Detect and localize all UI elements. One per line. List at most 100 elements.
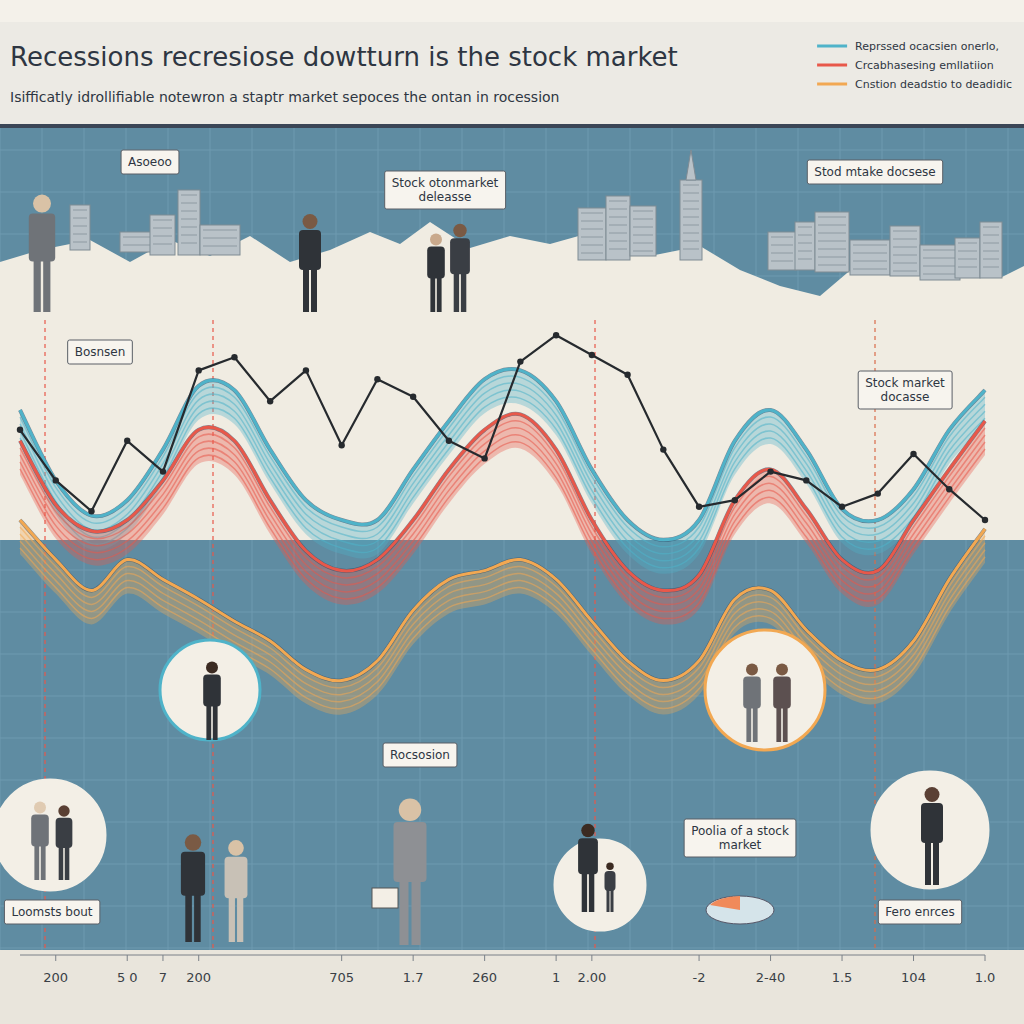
person-leg: [34, 254, 41, 312]
series-point: [875, 490, 881, 496]
building-window: [683, 201, 699, 202]
series-point: [553, 332, 559, 338]
building-window: [771, 261, 793, 262]
series-point: [839, 504, 845, 510]
series-point: [803, 477, 809, 483]
building-window: [983, 243, 999, 244]
person: [605, 863, 616, 913]
x-tick-label: 1.0: [975, 970, 996, 985]
person: [31, 801, 49, 880]
series-line: [20, 369, 985, 540]
building-window: [983, 227, 999, 228]
person-head: [581, 824, 595, 838]
building: [630, 206, 656, 256]
x-tick-label: 2.00: [577, 970, 606, 985]
person-leg: [206, 702, 211, 740]
building-window: [153, 236, 172, 237]
building-window: [818, 241, 846, 242]
series-point: [696, 504, 702, 510]
building-window: [683, 185, 699, 186]
annotation-text: Stock otonmarketdeleasse: [392, 176, 499, 204]
annotation-box: [68, 340, 133, 364]
annotation: Stock otonmarketdeleasse: [385, 171, 506, 209]
person-leg: [925, 837, 931, 885]
series-point: [517, 358, 523, 364]
building: [920, 245, 960, 280]
person: [773, 663, 791, 742]
building-window: [771, 253, 793, 254]
series-point: [303, 367, 309, 373]
series-point: [88, 508, 94, 514]
building-window: [153, 220, 172, 221]
annotation-line: market: [719, 838, 762, 852]
building-window: [893, 247, 917, 248]
person: [427, 233, 445, 312]
person: [181, 834, 205, 942]
disc: [706, 896, 774, 924]
building-window: [853, 269, 887, 270]
building-window: [893, 231, 917, 232]
x-tick: [484, 955, 485, 961]
person-leg: [237, 892, 243, 942]
bg-grid-line: [0, 654, 1024, 655]
series-0: [20, 369, 985, 574]
x-tick: [162, 955, 163, 961]
building-window: [73, 210, 87, 211]
title: Recessions recresiose dowtturn is the st…: [10, 42, 678, 72]
legend-swatch: [817, 45, 847, 48]
annotation: Rocsosion: [383, 743, 457, 767]
series-point: [946, 486, 952, 492]
annotation-line: Asoeoo: [128, 155, 172, 169]
building-window: [798, 251, 812, 252]
x-tick-label: 104: [901, 970, 926, 985]
person-body: [450, 238, 470, 274]
building-window: [923, 274, 957, 275]
person-head: [399, 799, 422, 822]
annotation: Poolia of a stockmarket: [684, 819, 796, 857]
person-head: [453, 224, 467, 238]
skyline: [70, 150, 1002, 280]
bg-grid: [0, 128, 1024, 950]
x-tick-label: 200: [186, 970, 211, 985]
page-bg: [0, 0, 1024, 1024]
building-window: [893, 271, 917, 272]
building-window: [581, 213, 603, 214]
building: [980, 222, 1002, 278]
series-point: [374, 376, 380, 382]
x-tick-label: 1.7: [403, 970, 424, 985]
annotation-box: [878, 900, 961, 924]
annotation-line: Rocsosion: [390, 748, 450, 762]
bg-grid-line: [0, 864, 1024, 865]
portrait-circle: [872, 772, 988, 888]
person-body: [31, 814, 49, 846]
bg-grid-line: [0, 192, 1024, 193]
person: [743, 663, 761, 742]
series-3: [17, 332, 988, 523]
annotation-text: Bosnsen: [75, 345, 126, 359]
building-window: [983, 267, 999, 268]
person-leg: [461, 269, 466, 312]
person: [450, 224, 470, 312]
person-head: [746, 663, 758, 675]
header-rule: [0, 124, 1024, 128]
x-tick: [770, 955, 771, 961]
building-window: [853, 261, 887, 262]
annotation-text: Stod mtake docsese: [814, 165, 935, 179]
building-window: [893, 239, 917, 240]
person-leg: [43, 254, 50, 312]
disc-slice: [710, 896, 740, 910]
annotation: Stock marketdocasse: [858, 371, 952, 409]
annotation: Stod mtake docsese: [807, 160, 942, 184]
x-tick-label: 7: [159, 970, 167, 985]
bg-grid-line: [0, 906, 1024, 907]
x-tick: [699, 955, 700, 961]
person: [225, 840, 248, 942]
building-window: [203, 246, 237, 247]
annotation: Loomsts bout: [4, 900, 99, 924]
x-tick-label: 260: [472, 970, 497, 985]
building-window: [73, 234, 87, 235]
person-leg: [933, 837, 939, 885]
plot-area: [17, 332, 988, 715]
person-body: [394, 822, 427, 882]
person-head: [303, 214, 318, 229]
